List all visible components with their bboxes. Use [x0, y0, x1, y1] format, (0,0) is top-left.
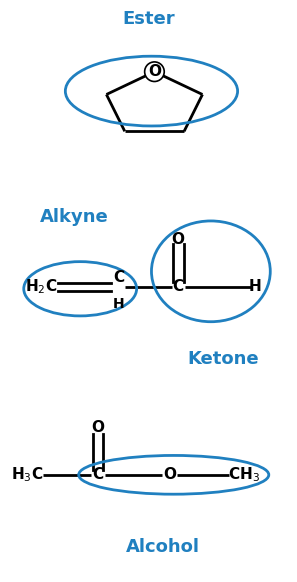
Text: C: C [113, 270, 124, 285]
Text: H$_2$C: H$_2$C [26, 278, 58, 296]
Text: O: O [91, 420, 105, 435]
Text: Alcohol: Alcohol [126, 538, 200, 556]
Text: O: O [163, 467, 176, 482]
Text: O: O [172, 232, 185, 247]
Text: H: H [249, 279, 262, 294]
Text: Ester: Ester [122, 10, 175, 29]
Text: CH$_3$: CH$_3$ [228, 466, 260, 484]
Text: C: C [92, 467, 104, 482]
Text: C: C [173, 279, 184, 294]
Text: Ketone: Ketone [187, 350, 259, 368]
Text: Alkyne: Alkyne [40, 208, 109, 226]
Text: O: O [148, 64, 161, 79]
Text: H$_3$C: H$_3$C [11, 466, 43, 484]
Text: H: H [113, 297, 125, 311]
